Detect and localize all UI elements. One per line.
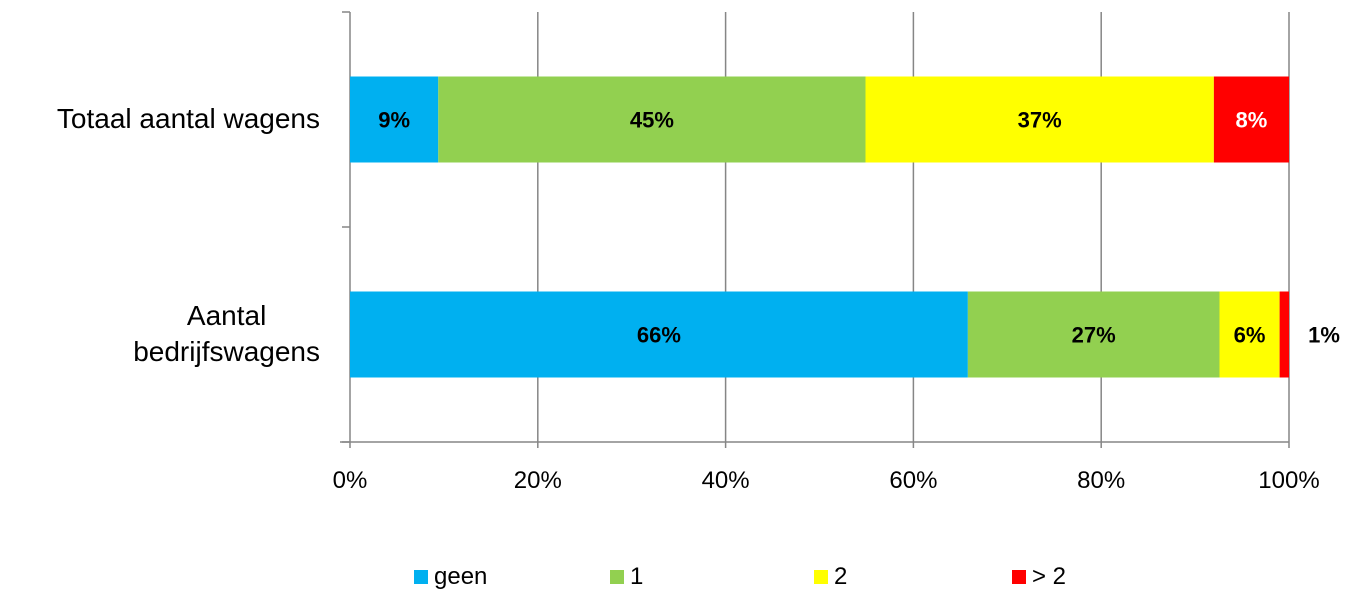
x-tick-label: 40%: [702, 467, 750, 494]
x-tick-labels: 0% 20% 40% 60% 80% 100%: [333, 467, 1320, 494]
x-tick-label: 60%: [889, 467, 937, 494]
legend-label: geen: [434, 563, 488, 590]
bar-data-label: 37%: [1018, 108, 1062, 133]
legend-label: > 2: [1032, 563, 1067, 590]
category-label-line: Totaal aantal wagens: [56, 103, 320, 135]
x-tick-label: 0%: [333, 467, 368, 494]
legend-swatch: [414, 570, 428, 584]
bar-segment: [865, 76, 1214, 163]
x-tick-label: 20%: [514, 467, 562, 494]
bar-data-label: 6%: [1234, 323, 1266, 348]
bar-segment: [1279, 291, 1289, 378]
bar-segment: [967, 291, 1220, 378]
legend-item: > 2: [1012, 563, 1066, 591]
bar-data-label: 9%: [378, 108, 410, 133]
legend-item: 2: [814, 563, 847, 591]
bar-segment: [1219, 291, 1280, 378]
legend: geen 1 2 > 2: [0, 563, 1355, 593]
bar-segment: [350, 76, 439, 163]
legend-swatch: [1012, 570, 1026, 584]
bar-segment: [438, 76, 866, 163]
category-label: Totaal aantal wagens: [57, 101, 320, 137]
bar-data-label: 45%: [630, 108, 674, 133]
category-label-line: bedrijfswagens: [133, 336, 320, 368]
category-label-line: Aantal: [186, 300, 267, 332]
bar-segment: [350, 291, 968, 378]
bar-segments: [350, 76, 1289, 378]
legend-label: 2: [834, 563, 848, 590]
bar-data-label: 8%: [1236, 108, 1268, 133]
category-label: Aantal bedrijfswagens: [133, 298, 320, 371]
legend-swatch: [814, 570, 828, 584]
bar-data-label: 66%: [637, 323, 681, 348]
legend-item: geen: [414, 563, 487, 591]
bar-data-label: 27%: [1072, 323, 1116, 348]
legend-label: 1: [630, 563, 644, 590]
bar-data-label: 1%: [1308, 323, 1340, 348]
bar-segment: [1213, 76, 1289, 163]
legend-swatch: [610, 570, 624, 584]
legend-item: 1: [610, 563, 643, 591]
x-tick-label: 80%: [1077, 467, 1125, 494]
data-labels: 9% 45% 37% 8% 66% 27% 6% 1%: [378, 108, 1340, 348]
x-tick-label: 100%: [1258, 467, 1319, 494]
